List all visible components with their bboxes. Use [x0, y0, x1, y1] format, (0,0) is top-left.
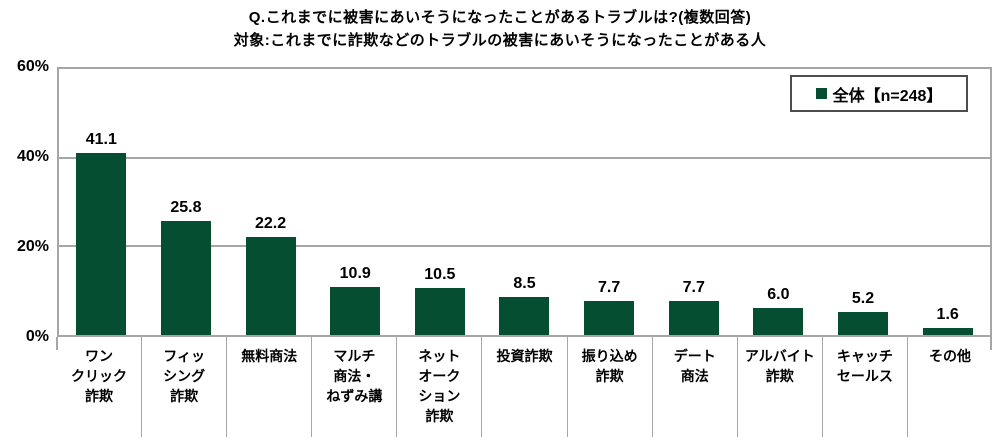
- bar: [499, 297, 550, 335]
- y-axis-tick-label: 60%: [16, 58, 49, 75]
- y-axis: 60% 40% 20% 0%: [0, 0, 49, 445]
- bar-value-label: 1.6: [936, 305, 959, 323]
- x-axis-label: デート 商法: [653, 337, 738, 437]
- bar-column: 6.0: [736, 69, 821, 335]
- x-axis-labels: ワン クリック 詐欺 フィッ シング 詐欺 無料商法 マルチ 商法・ ねずみ講 ネット オーク ション詐…: [57, 337, 992, 437]
- x-axis-label: 無料商法: [227, 337, 313, 437]
- bar-value-label: 10.5: [424, 266, 456, 284]
- gridline-40: [59, 156, 990, 159]
- x-axis-label: マルチ 商法・ ねずみ講: [312, 337, 398, 437]
- bar-column: 5.2: [821, 69, 906, 335]
- legend-square-icon: [815, 88, 827, 99]
- x-axis-label: 投資詐欺: [482, 337, 568, 437]
- x-axis-label: キャッチ セールス: [823, 337, 908, 437]
- bar-value-label: 7.7: [682, 278, 705, 296]
- bar-column: 22.2: [228, 69, 313, 335]
- bar-value-label: 7.7: [598, 278, 621, 296]
- bar: [668, 300, 719, 335]
- bar: [922, 327, 973, 335]
- y-axis-tick-label: 0%: [25, 328, 49, 345]
- bar-column: 10.5: [398, 69, 483, 335]
- y-axis-tick-label: 40%: [16, 148, 49, 165]
- bar: [838, 311, 889, 335]
- bar-column: 7.7: [651, 69, 736, 335]
- legend-label: 全体【n=248】: [832, 87, 943, 105]
- chart-subtitle: 対象:これまでに詐欺などのトラブルの被害にあいそうになったことがある人: [233, 32, 767, 49]
- bar-value-label: 22.2: [255, 214, 287, 232]
- y-axis-tick-label: 20%: [16, 238, 49, 255]
- x-axis-label: その他: [928, 348, 971, 364]
- bar-column: 10.9: [313, 69, 398, 335]
- x-axis-label: アルバイト 詐欺: [738, 337, 823, 437]
- legend: 全体【n=248】: [790, 75, 968, 112]
- bar-value-label: 5.2: [851, 289, 875, 307]
- bar: [330, 286, 381, 335]
- bar-value-label: 10.9: [339, 264, 371, 282]
- x-axis-label: 振り込め 詐欺: [568, 337, 653, 437]
- bar: [584, 300, 635, 335]
- plot-area: 41.1 25.8 22.2 10.9 10.5 8.5 7.7 7.7 6.0 5.2 1.6: [57, 67, 992, 337]
- gridline-20: [59, 245, 990, 248]
- bar-value-label: 41.1: [85, 130, 117, 148]
- x-axis-right-tick: [990, 337, 992, 350]
- bar-column: 8.5: [482, 69, 567, 335]
- bar: [414, 288, 465, 335]
- bar: [160, 220, 211, 335]
- bar: [245, 236, 296, 335]
- bar: [76, 152, 127, 335]
- x-axis-label: ネット オーク ション 詐欺: [397, 337, 483, 437]
- bar-column: 7.7: [567, 69, 652, 335]
- x-axis-label: ワン クリック 詐欺: [57, 337, 143, 437]
- bar-value-label: 6.0: [767, 286, 790, 304]
- bars-layer: 41.1 25.8 22.2 10.9 10.5 8.5 7.7 7.7 6.0 5.2 1.6: [59, 69, 990, 335]
- bar-value-label: 25.8: [170, 198, 202, 216]
- x-axis-left-tick: [56, 337, 58, 350]
- bar-value-label: 8.5: [513, 275, 536, 293]
- bar-column: 41.1: [59, 69, 144, 335]
- x-axis-label: フィッ シング 詐欺: [142, 337, 228, 437]
- chart-title: Q.これまでに被害にあいそうになったことがあるトラブルは?(複数回答): [248, 9, 752, 26]
- bar-column: 25.8: [144, 69, 229, 335]
- bar-column: 1.6: [905, 69, 990, 335]
- bar: [753, 308, 804, 335]
